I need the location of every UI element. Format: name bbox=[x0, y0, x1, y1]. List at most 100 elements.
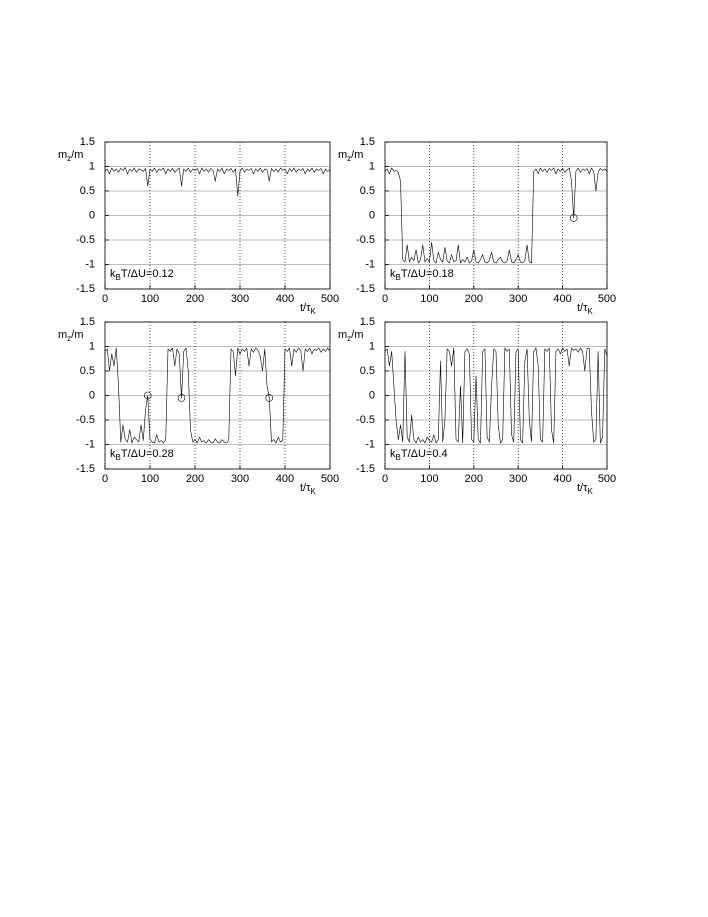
y-tick-label: -1 bbox=[85, 258, 95, 270]
x-tick-label: 500 bbox=[321, 293, 339, 305]
x-tick-label: 200 bbox=[465, 293, 483, 305]
annotation-part: k bbox=[390, 448, 396, 460]
y-axis-label-part: m bbox=[58, 149, 67, 161]
y-axis-label-part: z bbox=[347, 334, 351, 343]
x-axis-label-part: t/τ bbox=[577, 482, 588, 494]
y-tick-label: -0.5 bbox=[356, 234, 375, 246]
y-tick-label: 1 bbox=[89, 160, 95, 172]
y-tick-label: -1 bbox=[365, 438, 375, 450]
x-tick-label: 500 bbox=[321, 473, 339, 485]
y-axis-label-part: z bbox=[67, 334, 71, 343]
x-tick-label: 300 bbox=[231, 473, 249, 485]
y-tick-label: -1.5 bbox=[76, 283, 95, 295]
x-tick-label: 200 bbox=[186, 473, 204, 485]
series-line bbox=[384, 167, 608, 264]
y-tick-label: 1 bbox=[89, 340, 95, 352]
x-tick-label: 500 bbox=[598, 473, 616, 485]
y-axis-label: mz/m bbox=[338, 329, 363, 343]
panel: -1.5 -1 -0.5 0 0.5 1 1.5 0 100 200 300 400 500 mz/m t/… bbox=[58, 316, 339, 496]
annotation-part: B bbox=[116, 273, 121, 282]
plot-frame bbox=[384, 321, 608, 470]
y-axis-label: mz/m bbox=[58, 149, 83, 163]
y-axis-label-part: z bbox=[347, 154, 351, 163]
y-axis-label: mz/m bbox=[58, 329, 83, 343]
y-axis-label-part: /m bbox=[71, 329, 83, 341]
x-axis-label-part: t/τ bbox=[300, 482, 311, 494]
x-tick-label: 400 bbox=[276, 293, 294, 305]
marker bbox=[569, 214, 578, 222]
x-tick-label: 500 bbox=[598, 293, 616, 305]
plot-frame bbox=[104, 321, 331, 470]
plot-frame bbox=[104, 141, 331, 290]
x-tick-label: 0 bbox=[382, 293, 388, 305]
y-tick-label: 1.5 bbox=[80, 316, 95, 328]
y-tick-label: 0.5 bbox=[360, 185, 375, 197]
y-tick-label: -1 bbox=[85, 438, 95, 450]
x-axis-label: t/τK bbox=[577, 302, 593, 316]
x-tick-label: 400 bbox=[553, 293, 571, 305]
x-tick-label: 400 bbox=[553, 473, 571, 485]
panel: -1.5 -1 -0.5 0 0.5 1 1.5 0 100 200 300 400 500 mz/m t/… bbox=[338, 316, 616, 496]
y-tick-label: -0.5 bbox=[76, 414, 95, 426]
y-axis-label-part: /m bbox=[351, 149, 363, 161]
y-tick-label: 0 bbox=[369, 209, 375, 221]
x-axis-label: t/τK bbox=[577, 482, 593, 496]
y-tick-label: 0.5 bbox=[360, 365, 375, 377]
annotation-part: B bbox=[396, 453, 401, 462]
y-tick-label: 0.5 bbox=[80, 365, 95, 377]
annotation: kBT/ΔU=0.18 bbox=[390, 268, 454, 282]
x-axis-label: t/τK bbox=[300, 302, 316, 316]
x-tick-label: 100 bbox=[420, 473, 438, 485]
y-tick-label: -1 bbox=[365, 258, 375, 270]
x-axis-label-part: K bbox=[310, 307, 316, 316]
x-tick-label: 0 bbox=[102, 473, 108, 485]
x-axis-label-part: K bbox=[310, 487, 316, 496]
y-tick-label: -1.5 bbox=[76, 463, 95, 475]
series-line bbox=[104, 167, 331, 197]
y-tick-label: 0 bbox=[369, 389, 375, 401]
annotation: kBT/ΔU=0.28 bbox=[110, 448, 174, 462]
x-axis-label-part: t/τ bbox=[577, 302, 588, 314]
y-tick-label: -0.5 bbox=[356, 414, 375, 426]
y-tick-label: 1 bbox=[369, 340, 375, 352]
x-tick-label: 200 bbox=[186, 293, 204, 305]
x-tick-label: 200 bbox=[465, 473, 483, 485]
x-axis-label-part: t/τ bbox=[300, 302, 311, 314]
y-axis-label-part: m bbox=[338, 329, 347, 341]
panel: -1.5 -1 -0.5 0 0.5 1 1.5 0 100 200 300 400 500 mz/m t/… bbox=[58, 136, 339, 316]
y-axis-label-part: m bbox=[58, 329, 67, 341]
y-tick-label: -0.5 bbox=[76, 234, 95, 246]
marker bbox=[265, 394, 274, 402]
x-tick-label: 400 bbox=[276, 473, 294, 485]
annotation-part: k bbox=[110, 268, 116, 280]
x-tick-label: 100 bbox=[420, 293, 438, 305]
x-axis-label-part: K bbox=[587, 307, 593, 316]
y-tick-label: 1 bbox=[369, 160, 375, 172]
y-tick-label: -1.5 bbox=[356, 463, 375, 475]
y-tick-label: -1.5 bbox=[356, 283, 375, 295]
annotation-part: k bbox=[390, 268, 396, 280]
series-line bbox=[104, 347, 331, 444]
y-axis-label-part: z bbox=[67, 154, 71, 163]
x-axis-label: t/τK bbox=[300, 482, 316, 496]
y-axis-label: mz/m bbox=[338, 149, 363, 163]
x-tick-label: 0 bbox=[102, 293, 108, 305]
x-tick-label: 300 bbox=[509, 473, 527, 485]
annotation: kBT/ΔU=0.4 bbox=[390, 448, 448, 462]
y-axis-label-part: m bbox=[338, 149, 347, 161]
y-tick-label: 0.5 bbox=[80, 185, 95, 197]
y-tick-label: 1.5 bbox=[360, 316, 375, 328]
annotation-part: B bbox=[116, 453, 121, 462]
annotation-part: k bbox=[110, 448, 116, 460]
y-tick-label: 0 bbox=[89, 209, 95, 221]
annotation-part: T/ΔU=0.4 bbox=[401, 448, 448, 460]
x-axis-label-part: K bbox=[587, 487, 593, 496]
y-tick-label: 1.5 bbox=[80, 136, 95, 148]
x-tick-label: 300 bbox=[509, 293, 527, 305]
x-tick-label: 100 bbox=[141, 293, 159, 305]
annotation-part: T/ΔU=0.28 bbox=[121, 448, 174, 460]
y-axis-label-part: /m bbox=[351, 329, 363, 341]
annotation: kBT/ΔU=0.12 bbox=[110, 268, 174, 282]
